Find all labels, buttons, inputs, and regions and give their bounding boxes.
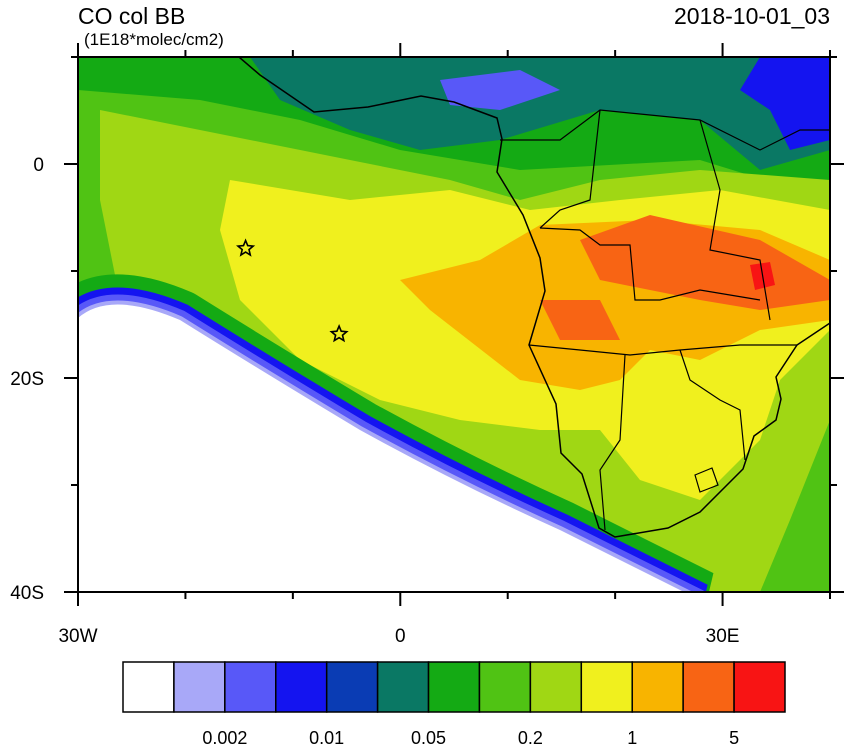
x-tick-label: 0 [395,626,406,647]
site-marker [329,324,349,343]
colorbar-box [529,661,583,713]
time-stamp: 2018-10-01_03 [674,3,830,29]
colorbar-label: 0.2 [518,728,543,747]
title: CO col BB [78,3,185,29]
colorbar-label: 5 [729,728,739,747]
colorbar-label: 0.01 [309,728,344,747]
y-tick-label: 0 [33,155,44,176]
border [539,227,761,301]
border [679,349,746,461]
field-contour [78,304,684,592]
y-tick-label: 20S [10,369,44,390]
plot-frame [77,56,831,593]
colorbar-box [427,661,481,713]
y-tick-label: 40S [10,583,44,604]
x-tick-label: 30E [706,626,740,647]
coastline [238,57,830,538]
colorbar-box [376,661,430,713]
colorbar-box [173,661,226,713]
field-contour [740,57,830,150]
colorbar-label: 1 [627,728,637,747]
border [694,467,719,493]
border [599,354,626,531]
field-contour [440,70,560,110]
colorbar-box [122,661,175,713]
colorbar-box [275,661,328,713]
colorbar-label: 0.05 [411,728,446,747]
colorbar-box [682,661,735,713]
site-marker [236,238,256,257]
border [528,344,797,356]
colorbar-box [325,661,379,713]
field-contour [250,57,830,170]
colorbar-box [224,661,277,713]
colorbar-box [580,661,633,713]
colorbar-box [631,661,684,713]
x-tick-label: 30W [58,626,97,647]
clean-air-region [78,274,714,592]
colorbar: 0.002 0.01 0.05 0.2 1 5 [122,661,786,747]
colorbar-label: 0.002 [202,728,247,747]
field [78,57,830,592]
units: (1E18*molec/cm2) [84,30,224,49]
border [539,109,601,229]
field-contour [540,300,620,340]
border [699,119,771,321]
colorbar-box [733,661,786,713]
colorbar-box [478,661,532,713]
